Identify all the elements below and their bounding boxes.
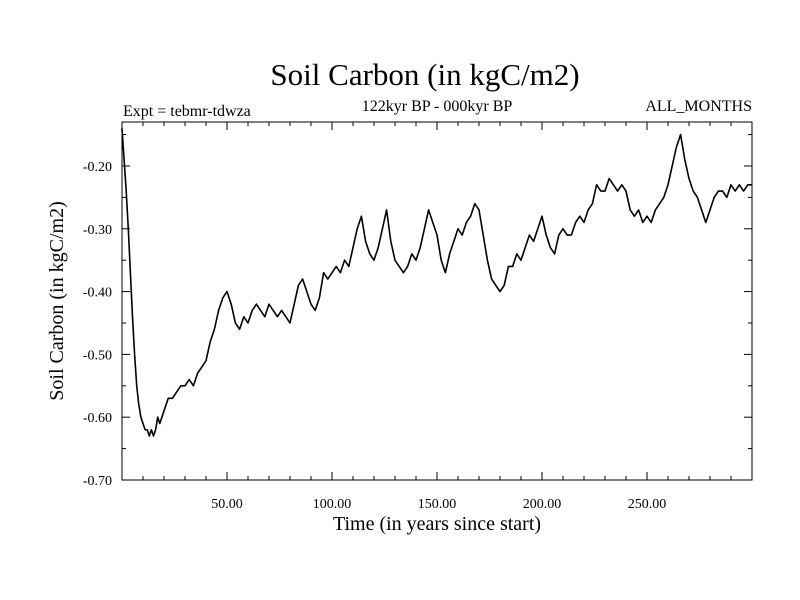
x-tick-label: 250.00	[628, 497, 667, 512]
y-tick-label: -0.70	[83, 474, 112, 489]
y-axis-label: Soil Carbon (in kgC/m2)	[46, 201, 68, 400]
time-range-label: 122kyr BP - 000kyr BP	[362, 98, 513, 115]
y-tick-label: -0.40	[83, 286, 112, 301]
y-tick-label: -0.20	[83, 160, 112, 175]
months-label: ALL_MONTHS	[645, 98, 752, 115]
y-tick-label: -0.50	[83, 348, 112, 363]
x-axis-label: Time (in years since start)	[333, 513, 541, 535]
axis-tick-labels: 50.00 100.00 150.00 200.00 250.00 -0.20 -0.30 -…	[83, 160, 666, 512]
x-tick-label: 200.00	[523, 497, 562, 512]
x-tick-label: 100.00	[313, 497, 352, 512]
x-tick-label: 50.00	[211, 497, 243, 512]
plot-frame	[121, 121, 753, 481]
y-tick-label: -0.60	[83, 411, 112, 426]
chart-title: Soil Carbon (in kgC/m2)	[270, 57, 579, 92]
x-tick-label: 150.00	[418, 497, 457, 512]
y-tick-label: -0.30	[83, 223, 112, 238]
experiment-label: Expt = tebmr-tdwza	[123, 103, 251, 120]
axis-ticks	[122, 122, 752, 481]
soil-carbon-series-line	[121, 128, 752, 437]
